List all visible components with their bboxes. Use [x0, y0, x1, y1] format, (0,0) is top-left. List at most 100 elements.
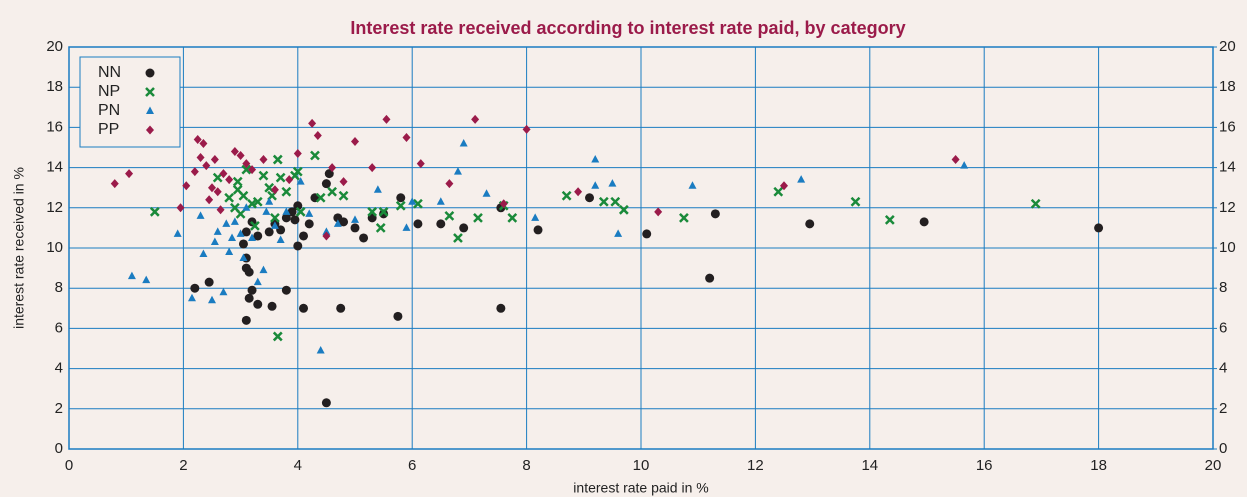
point	[614, 229, 623, 237]
point	[459, 223, 469, 233]
point	[248, 165, 257, 175]
point	[382, 114, 391, 124]
point	[705, 273, 715, 283]
point	[654, 207, 663, 217]
point	[244, 293, 254, 303]
point	[235, 208, 246, 219]
point	[248, 233, 257, 241]
y2-tick-label: 16	[1219, 118, 1236, 135]
point	[395, 200, 406, 211]
point	[187, 293, 196, 302]
point	[339, 217, 349, 227]
legend-label: PP	[98, 121, 119, 138]
point	[219, 169, 228, 179]
point	[127, 271, 136, 280]
x-tick-label: 0	[65, 457, 73, 474]
point	[292, 166, 303, 177]
point	[393, 311, 403, 321]
legend-label: NN	[98, 64, 121, 81]
point	[608, 179, 617, 187]
point	[193, 134, 202, 144]
point	[522, 124, 531, 134]
point	[496, 303, 506, 313]
point	[225, 247, 234, 256]
point	[213, 187, 222, 197]
point	[561, 190, 572, 201]
point	[241, 315, 251, 325]
x-tick-label: 12	[747, 457, 764, 474]
point	[642, 229, 652, 239]
point	[333, 219, 342, 227]
point	[444, 210, 455, 221]
point	[267, 301, 277, 311]
point	[322, 231, 331, 241]
point	[259, 265, 268, 274]
point	[321, 179, 331, 189]
point	[296, 177, 305, 185]
legend-label: NP	[98, 83, 120, 100]
point	[295, 206, 306, 217]
legend-marker	[146, 125, 154, 135]
y2-tick-label: 18	[1219, 78, 1236, 95]
point	[242, 159, 251, 169]
point	[499, 199, 508, 209]
point	[259, 155, 268, 165]
point	[281, 285, 291, 295]
point	[244, 267, 254, 277]
point	[199, 249, 208, 258]
point	[216, 205, 225, 215]
point	[408, 197, 417, 205]
point	[253, 231, 263, 241]
x-tick-label: 6	[408, 457, 416, 474]
point	[951, 155, 960, 165]
point	[379, 209, 389, 219]
point	[230, 147, 239, 157]
point	[299, 231, 309, 241]
point	[238, 239, 248, 249]
x-tick-label: 18	[1090, 457, 1107, 474]
point	[471, 114, 480, 124]
point	[219, 287, 228, 296]
point	[413, 198, 423, 209]
y2-tick-label: 2	[1219, 400, 1227, 417]
point	[780, 181, 788, 191]
x-tick-label: 10	[633, 457, 650, 474]
point	[350, 223, 360, 233]
point	[315, 192, 326, 203]
point	[212, 172, 223, 183]
y-tick-label: 2	[55, 400, 63, 417]
y2-tick-label: 4	[1219, 360, 1227, 377]
point	[199, 138, 208, 148]
point	[272, 154, 283, 165]
point	[533, 225, 543, 235]
point	[373, 185, 382, 193]
y-tick-label: 12	[46, 199, 63, 216]
y-tick-label: 14	[46, 159, 63, 176]
y2-tick-label: 8	[1219, 279, 1227, 296]
point	[339, 177, 348, 187]
point	[585, 193, 595, 203]
point	[313, 130, 322, 140]
y-tick-label: 4	[55, 360, 63, 377]
point	[225, 175, 234, 185]
point	[241, 164, 252, 175]
point	[224, 192, 235, 203]
point	[290, 215, 300, 225]
point	[196, 211, 205, 219]
y-tick-label: 16	[46, 118, 63, 135]
point	[378, 206, 389, 217]
point	[252, 196, 263, 207]
point	[402, 132, 411, 142]
legend-label: PN	[98, 102, 120, 119]
point	[305, 209, 314, 217]
point	[264, 227, 274, 237]
y-tick-label: 18	[46, 78, 63, 95]
x-axis-label: interest rate paid in %	[573, 480, 708, 496]
point	[336, 303, 346, 313]
point	[805, 219, 815, 229]
x-tick-label: 2	[179, 457, 187, 474]
point	[190, 283, 200, 293]
point	[1030, 198, 1041, 209]
point	[338, 190, 349, 201]
